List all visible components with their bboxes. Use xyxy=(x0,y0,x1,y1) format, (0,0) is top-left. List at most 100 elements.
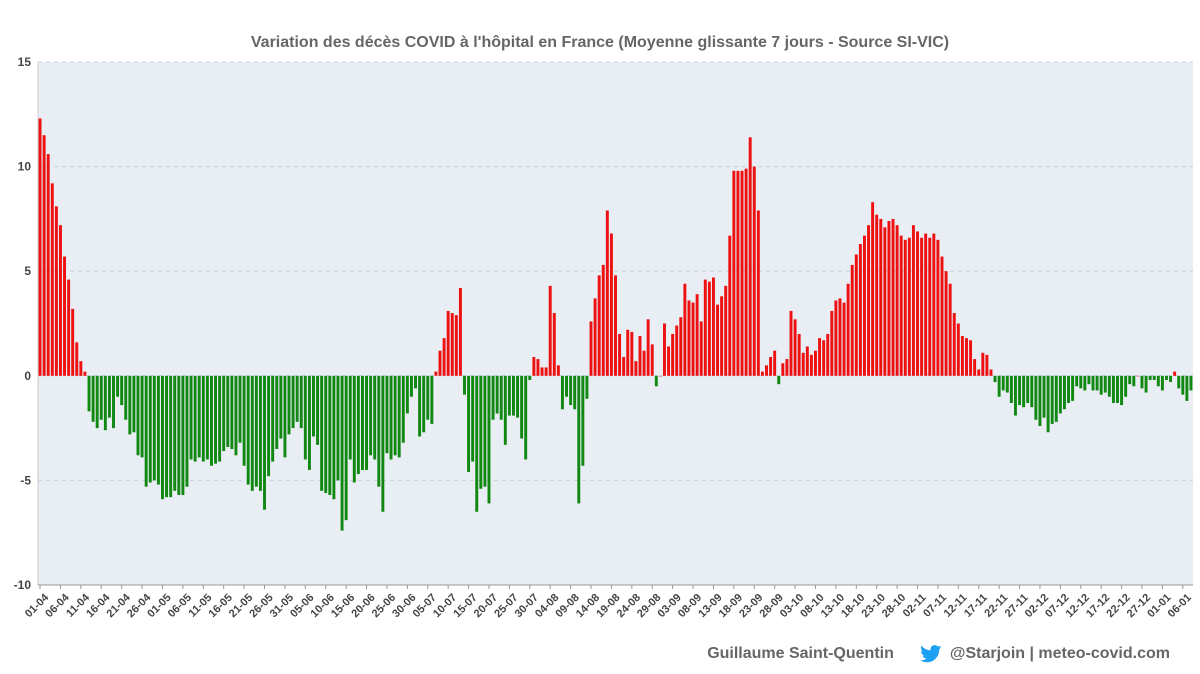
bar xyxy=(932,233,936,376)
bar xyxy=(185,375,189,487)
bar xyxy=(103,375,107,431)
x-tick-label: 06-01 xyxy=(1166,592,1194,620)
bar xyxy=(107,375,111,418)
bar xyxy=(699,321,703,376)
bar xyxy=(560,375,564,410)
bar xyxy=(1165,375,1168,380)
bar xyxy=(1103,375,1107,393)
bar xyxy=(320,375,324,491)
bar xyxy=(720,296,724,376)
bar xyxy=(83,371,87,376)
bar xyxy=(1058,375,1062,414)
bar xyxy=(1156,375,1160,387)
bar xyxy=(781,363,785,376)
bar xyxy=(1087,375,1091,385)
bar xyxy=(1185,375,1189,401)
bar xyxy=(797,333,801,376)
bar xyxy=(748,137,752,376)
bar xyxy=(642,350,646,376)
bar xyxy=(646,319,650,376)
bar xyxy=(205,375,209,460)
bar xyxy=(389,375,393,460)
bar xyxy=(479,375,483,489)
bar xyxy=(638,336,642,376)
bar xyxy=(1083,375,1087,391)
bar xyxy=(312,375,315,437)
bar xyxy=(152,375,156,481)
bar xyxy=(148,375,152,483)
bar xyxy=(965,338,968,376)
bar xyxy=(609,233,613,376)
bar xyxy=(1022,375,1026,408)
bar xyxy=(475,375,479,512)
bar xyxy=(695,294,699,376)
bar xyxy=(736,170,740,376)
bar xyxy=(454,315,458,376)
bar xyxy=(487,375,491,504)
bar xyxy=(1152,375,1156,380)
bar xyxy=(842,302,846,376)
bar xyxy=(356,375,360,475)
bar xyxy=(993,375,997,383)
bar xyxy=(258,375,262,491)
bar xyxy=(116,375,120,397)
bar xyxy=(552,313,556,376)
bar xyxy=(520,375,524,439)
bar xyxy=(275,375,279,450)
bar xyxy=(99,375,103,420)
bar xyxy=(626,329,630,376)
bar xyxy=(581,375,585,466)
bar xyxy=(605,210,609,376)
bar xyxy=(328,375,332,496)
bar xyxy=(862,235,866,376)
bar xyxy=(1177,375,1181,389)
bar xyxy=(989,369,993,376)
bar xyxy=(75,342,79,376)
bar xyxy=(948,283,952,376)
bar xyxy=(1095,375,1099,391)
bar xyxy=(524,375,528,460)
footer: Guillaume Saint-Quentin @Starjoin | mete… xyxy=(707,645,1170,663)
bar xyxy=(283,375,287,458)
bar xyxy=(42,135,46,376)
bar xyxy=(71,308,75,376)
bar xyxy=(585,375,589,399)
author-name: Guillaume Saint-Quentin xyxy=(707,645,894,662)
bar xyxy=(446,310,450,376)
bar xyxy=(789,310,793,376)
bar xyxy=(671,333,675,376)
bar xyxy=(373,375,377,460)
bar xyxy=(316,375,320,445)
bar xyxy=(226,375,230,447)
bar xyxy=(352,375,356,483)
bar xyxy=(336,375,340,481)
bar xyxy=(1136,375,1140,377)
bar xyxy=(1160,375,1164,391)
bar xyxy=(377,375,381,487)
bar xyxy=(601,264,605,376)
bar xyxy=(87,375,91,412)
bar xyxy=(67,279,71,376)
bar xyxy=(985,354,989,376)
bar xyxy=(711,277,715,376)
bar xyxy=(458,287,462,376)
bar xyxy=(1124,375,1128,397)
bar xyxy=(973,359,977,376)
bar xyxy=(401,375,405,443)
bar xyxy=(724,285,728,376)
bar xyxy=(271,375,275,462)
bar xyxy=(246,375,250,485)
bar xyxy=(54,206,58,376)
bar xyxy=(569,375,573,406)
bar xyxy=(1091,375,1095,391)
bar xyxy=(161,375,164,500)
y-tick-label: -5 xyxy=(20,473,31,487)
bar xyxy=(393,375,397,456)
bar xyxy=(1062,375,1066,410)
bar xyxy=(924,233,928,376)
bar xyxy=(997,375,1001,397)
y-tick-label: 15 xyxy=(18,55,32,69)
bar xyxy=(369,375,373,456)
bar xyxy=(140,375,144,458)
